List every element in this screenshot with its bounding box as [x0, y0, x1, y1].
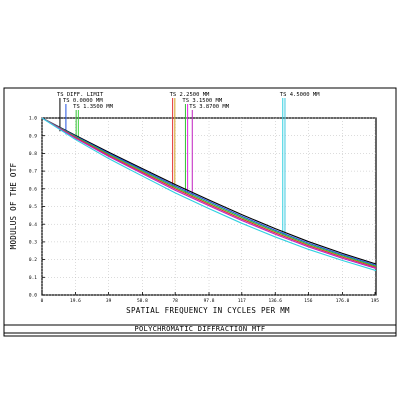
legend-label: TS 2.2500 MM: [170, 92, 210, 98]
legend-label: TS 4.5000 MM: [280, 92, 320, 98]
x-tick-label: 19.6: [70, 298, 81, 304]
mtf-series-line: [41, 117, 377, 267]
x-tick-label: 78: [172, 298, 178, 304]
y-tick-label: 0.2: [29, 257, 37, 263]
outer-frame: [3, 87, 397, 337]
y-tick-label: 0.8: [29, 151, 37, 157]
y-tick-label: 0.9: [29, 133, 37, 139]
caption: POLYCHROMATIC DIFFRACTION MTF: [135, 325, 266, 333]
y-tick-label: 0.4: [29, 222, 37, 228]
x-tick-labels: 0 19.6 39 58.8 78 97.8 117 136.6 156 176.0 195: [41, 298, 380, 304]
y-tick-label: 0.3: [29, 240, 37, 246]
x-tick-label: 156: [304, 298, 312, 304]
mtf-series-line: [41, 117, 377, 266]
mtf-series-line: [41, 117, 377, 272]
x-axis-label: SPATIAL FREQUENCY IN CYCLES PER MM: [126, 306, 290, 315]
x-tick-label: 0: [41, 298, 44, 304]
y-tick-label: 0.6: [29, 186, 37, 192]
x-tick-label: 195: [371, 298, 379, 304]
y-tick-label: 0.0: [29, 293, 37, 299]
y-tick-label: 0.5: [29, 204, 37, 210]
mtf-series-line: [41, 117, 377, 268]
legend-label: TS 1.3500 MM: [73, 104, 113, 110]
series-group: [41, 117, 377, 272]
x-tick-label: 117: [238, 298, 246, 304]
y-axis-label: MODULUS OF THE OTF: [9, 162, 18, 249]
y-tick-label: 0.1: [29, 275, 37, 281]
legend-label: TS 3.1500 MM: [182, 98, 222, 104]
x-tick-label: 58.8: [137, 298, 148, 304]
x-tick-label: 176.0: [336, 298, 350, 304]
y-tick-label: 1.0: [29, 116, 37, 122]
y-tick-labels: 0.0 0.1 0.2 0.3 0.4 0.5 0.6 0.7 0.8 0.9 1.0: [29, 116, 37, 299]
x-tick-label: 97.8: [204, 298, 215, 304]
x-tick-label: 136.6: [268, 298, 282, 304]
x-tick-label: 39: [106, 298, 112, 304]
mtf-series-line: [41, 117, 377, 265]
legend-label: TS DIFF. LIMIT: [57, 92, 104, 98]
legend-label: TS 3.8700 MM: [189, 104, 229, 110]
legend-label: TS 0.0000 MM: [63, 98, 103, 104]
y-tick-label: 0.7: [29, 169, 37, 175]
mtf-series-line: [41, 117, 377, 269]
